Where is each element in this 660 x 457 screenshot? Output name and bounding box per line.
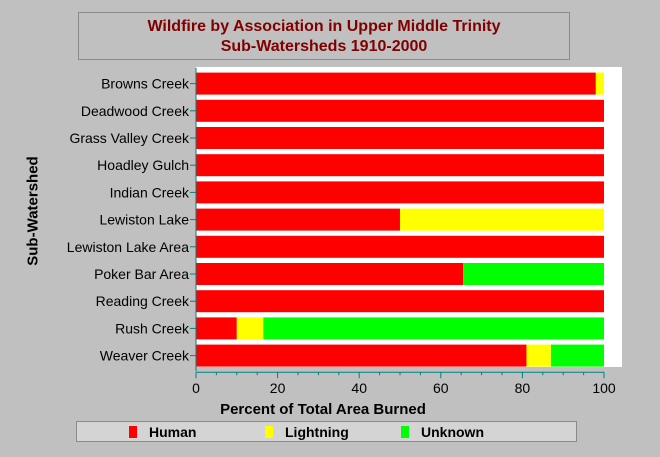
y-tick-label: Grass Valley Creek (69, 130, 190, 146)
legend-label-unknown: Unknown (421, 424, 484, 440)
y-axis-label: Sub-Watershed (24, 156, 42, 266)
bar-reading-creek-human (196, 290, 604, 313)
x-tick-label: 100 (592, 380, 616, 396)
legend-swatch-lightning (265, 426, 273, 438)
legend-swatch-human (129, 426, 137, 438)
y-tick-label: Indian Creek (110, 184, 190, 200)
y-tick-label: Poker Bar Area (94, 266, 189, 282)
legend-label-human: Human (149, 424, 197, 440)
legend-label-lightning: Lightning (285, 424, 349, 440)
x-axis-label: Percent of Total Area Burned (220, 401, 426, 418)
y-tick-label: Deadwood Creek (81, 103, 190, 119)
y-tick-label: Browns Creek (101, 76, 190, 92)
chart-title-line-1: Wildfire by Association in Upper Middle … (147, 18, 501, 35)
bar-weaver-creek-lightning (526, 344, 551, 367)
x-tick-label: 80 (515, 380, 531, 396)
bar-grass-valley-creek-human (196, 127, 604, 149)
x-tick-label: 40 (351, 380, 367, 396)
bar-poker-bar-area-unknown (463, 263, 604, 285)
bar-lewiston-lake-area-human (196, 235, 604, 258)
chart-title-line-2: Sub-Watersheds 1910-2000 (220, 38, 428, 55)
legend-item-human: Human (129, 423, 196, 441)
legend: Human Lightning Unknown (76, 421, 577, 442)
y-tick-label: Weaver Creek (100, 348, 190, 364)
legend-item-lightning: Lightning (265, 423, 349, 441)
legend-item-unknown: Unknown (401, 423, 484, 441)
bar-poker-bar-area-human (196, 263, 464, 285)
y-tick-label: Hoadley Gulch (97, 157, 189, 173)
x-tick-label: 0 (192, 380, 200, 396)
bar-weaver-creek-unknown (550, 344, 604, 367)
axes: Browns Creek Deadwood Creek Grass Valley C… (67, 68, 616, 396)
bars (196, 72, 604, 367)
legend-swatch-unknown (401, 426, 409, 438)
bar-browns-creek-human (196, 72, 596, 95)
bar-browns-creek-lightning (595, 72, 604, 95)
y-tick-label: Reading Creek (96, 293, 190, 309)
bar-hoadley-gulch-human (196, 154, 604, 177)
bar-weaver-creek-human (196, 344, 527, 367)
bar-lewiston-lake-lightning (400, 208, 604, 231)
bar-rush-creek-unknown (263, 317, 604, 340)
bar-rush-creek-lightning (236, 317, 264, 340)
bar-lewiston-lake-human (196, 208, 400, 231)
y-tick-label: Lewiston Lake Area (67, 239, 189, 255)
bar-rush-creek-human (196, 317, 237, 340)
x-tick-label: 60 (433, 380, 449, 396)
y-tick-label: Rush Creek (115, 320, 190, 336)
bar-deadwood-creek-human (196, 99, 604, 122)
bar-indian-creek-human (196, 181, 604, 204)
chart-title: Wildfire by Association in Upper Middle … (78, 12, 570, 60)
y-tick-label: Lewiston Lake (99, 212, 189, 228)
x-tick-label: 20 (270, 380, 286, 396)
